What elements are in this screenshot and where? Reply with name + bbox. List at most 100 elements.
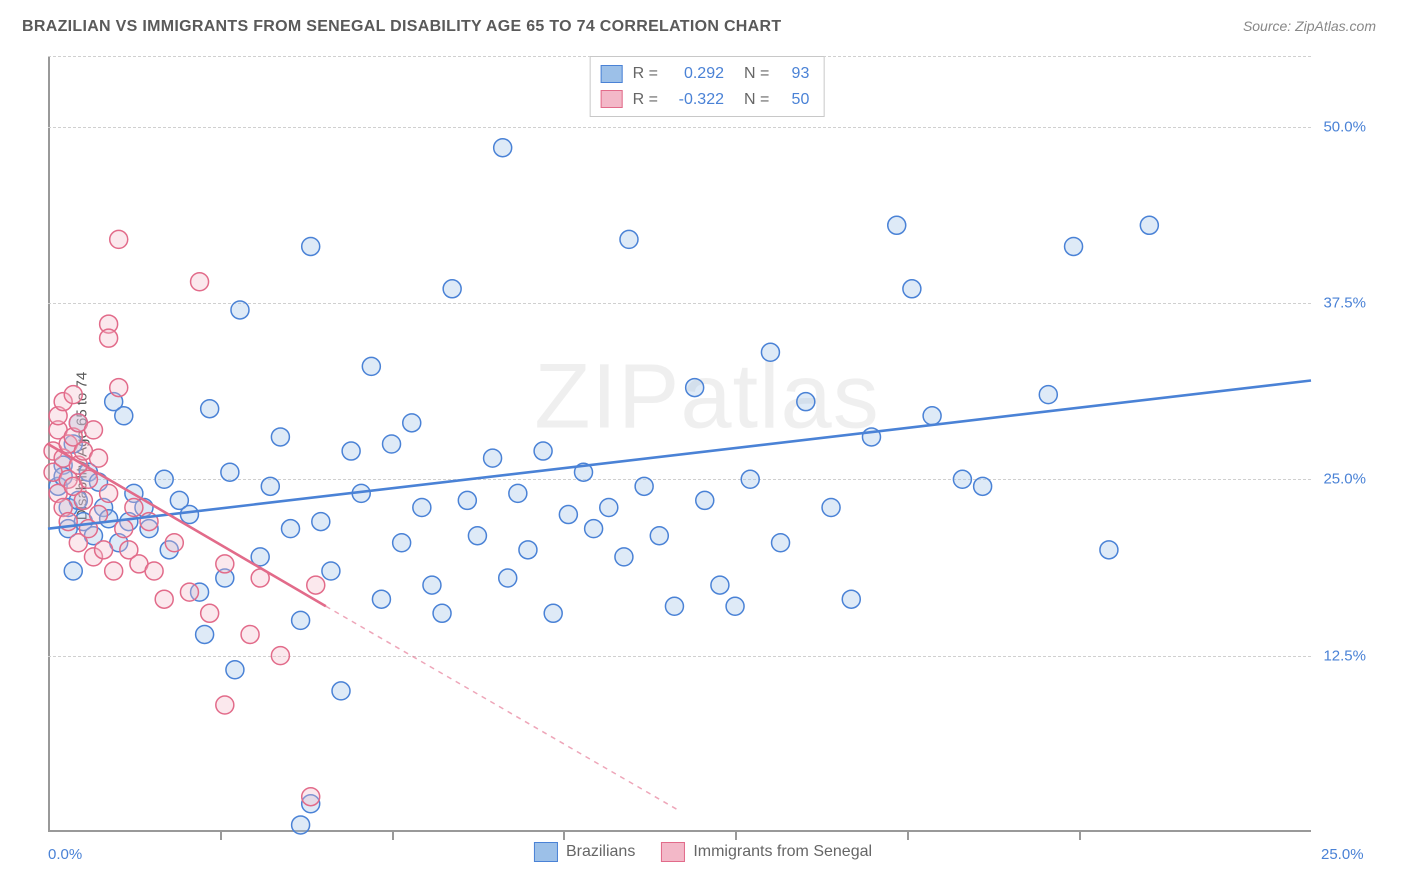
scatter-point — [615, 548, 633, 566]
scatter-point — [271, 647, 289, 665]
scatter-point — [110, 379, 128, 397]
stats-row: R = -0.322 N = 50 — [601, 87, 810, 113]
scatter-point — [79, 470, 97, 488]
scatter-point — [261, 477, 279, 495]
scatter-point — [201, 604, 219, 622]
scatter-point — [302, 237, 320, 255]
scatter-point — [499, 569, 517, 587]
scatter-point — [342, 442, 360, 460]
scatter-point — [191, 273, 209, 291]
scatter-point — [292, 611, 310, 629]
legend-item: Immigrants from Senegal — [661, 842, 872, 862]
scatter-point — [665, 597, 683, 615]
scatter-point — [221, 463, 239, 481]
scatter-point — [559, 506, 577, 524]
scatter-point — [84, 421, 102, 439]
scatter-point — [433, 604, 451, 622]
x-tick-mark — [220, 832, 222, 840]
x-tick-label-min: 0.0% — [48, 846, 82, 863]
scatter-point — [650, 527, 668, 545]
scatter-point — [100, 329, 118, 347]
scatter-point — [312, 513, 330, 531]
correlation-stats-box: R = 0.292 N = 93 R = -0.322 N = 50 — [590, 56, 825, 117]
scatter-point — [105, 562, 123, 580]
scatter-point — [534, 442, 552, 460]
scatter-point — [110, 230, 128, 248]
stats-n-label: N = — [744, 61, 769, 87]
scatter-point — [761, 343, 779, 361]
legend-swatch — [601, 65, 623, 83]
scatter-point — [494, 139, 512, 157]
scatter-point — [686, 379, 704, 397]
stats-r-value: 0.292 — [668, 61, 724, 87]
legend-swatch — [601, 90, 623, 108]
scatter-point — [362, 357, 380, 375]
scatter-point — [822, 498, 840, 516]
scatter-point — [620, 230, 638, 248]
stats-r-value: -0.322 — [668, 87, 724, 113]
scatter-point — [216, 555, 234, 573]
scatter-point — [64, 386, 82, 404]
scatter-point — [635, 477, 653, 495]
stats-row: R = 0.292 N = 93 — [601, 61, 810, 87]
scatter-point — [923, 407, 941, 425]
scatter-point — [711, 576, 729, 594]
scatter-point — [302, 788, 320, 806]
legend-label: Immigrants from Senegal — [693, 843, 872, 861]
scatter-point — [1039, 386, 1057, 404]
scatter-point — [842, 590, 860, 608]
scatter-point — [95, 541, 113, 559]
scatter-point — [413, 498, 431, 516]
legend-item: Brazilians — [534, 842, 635, 862]
scatter-point — [145, 562, 163, 580]
scatter-point — [64, 562, 82, 580]
scatter-point — [458, 491, 476, 509]
scatter-point — [231, 301, 249, 319]
x-tick-label-max: 25.0% — [1321, 846, 1364, 863]
scatter-point — [125, 498, 143, 516]
series-legend: Brazilians Immigrants from Senegal — [534, 842, 872, 862]
x-tick-mark — [1079, 832, 1081, 840]
scatter-point — [443, 280, 461, 298]
scatter-point — [216, 696, 234, 714]
x-tick-mark — [392, 832, 394, 840]
scatter-point — [726, 597, 744, 615]
scatter-point — [372, 590, 390, 608]
scatter-point — [307, 576, 325, 594]
scatter-point — [180, 583, 198, 601]
scatter-point — [484, 449, 502, 467]
scatter-point — [155, 590, 173, 608]
scatter-point — [115, 407, 133, 425]
scatter-point — [74, 491, 92, 509]
chart-container: BRAZILIAN VS IMMIGRANTS FROM SENEGAL DIS… — [0, 0, 1406, 892]
scatter-point — [100, 484, 118, 502]
chart-source: Source: ZipAtlas.com — [1243, 18, 1376, 34]
x-tick-mark — [563, 832, 565, 840]
scatter-point — [292, 816, 310, 834]
trend-line — [48, 381, 1311, 529]
scatter-point — [332, 682, 350, 700]
scatter-point — [201, 400, 219, 418]
scatter-point — [115, 520, 133, 538]
scatter-point — [772, 534, 790, 552]
stats-r-label: R = — [633, 61, 658, 87]
scatter-point — [403, 414, 421, 432]
scatter-point — [509, 484, 527, 502]
stats-n-value: 93 — [779, 61, 809, 87]
scatter-point — [600, 498, 618, 516]
scatter-point — [1140, 216, 1158, 234]
scatter-point — [1065, 237, 1083, 255]
stats-r-label: R = — [633, 87, 658, 113]
scatter-point — [165, 534, 183, 552]
scatter-point — [90, 449, 108, 467]
scatter-point — [696, 491, 714, 509]
scatter-point — [585, 520, 603, 538]
stats-n-label: N = — [744, 87, 769, 113]
scatter-point — [903, 280, 921, 298]
scatter-point — [393, 534, 411, 552]
scatter-point — [271, 428, 289, 446]
scatter-point — [888, 216, 906, 234]
scatter-point — [180, 506, 198, 524]
x-tick-mark — [907, 832, 909, 840]
stats-n-value: 50 — [779, 87, 809, 113]
